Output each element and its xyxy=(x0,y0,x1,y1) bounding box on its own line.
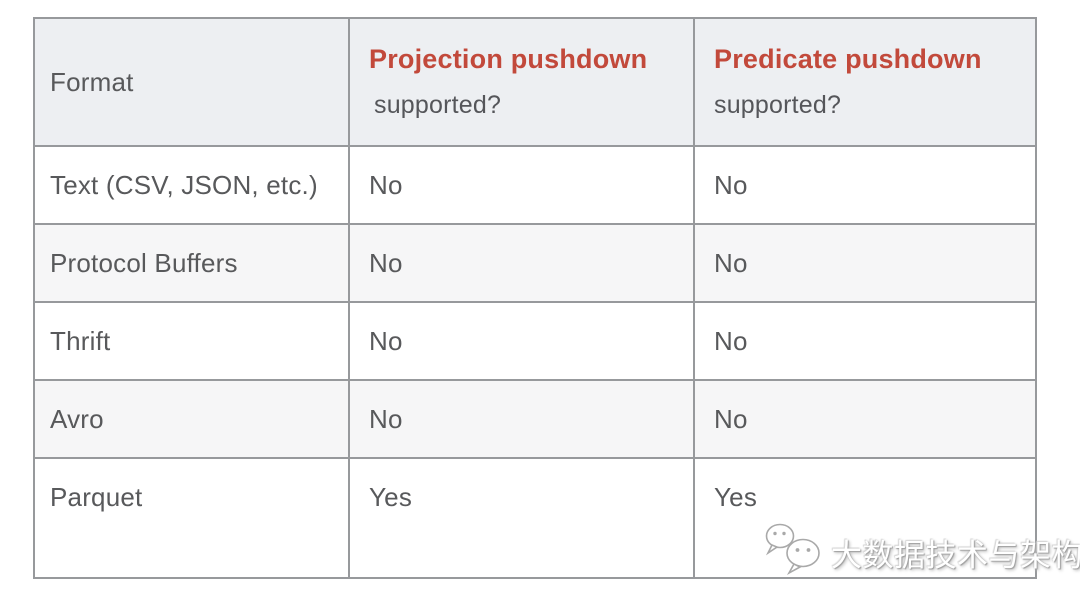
predicate-value-cell: No xyxy=(693,223,1037,303)
table-header-row: Format Projection pushdown supported? Pr… xyxy=(33,17,1037,147)
format-pushdown-table: Format Projection pushdown supported? Pr… xyxy=(33,17,1037,579)
format-cell: Avro xyxy=(33,379,350,459)
predicate-value-cell: Yes xyxy=(693,457,1037,579)
format-cell: Parquet xyxy=(33,457,350,579)
projection-pushdown-subtitle: supported? xyxy=(374,91,502,120)
projection-pushdown-title: Projection pushdown xyxy=(369,44,648,75)
table-row-parquet: Parquet Yes Yes xyxy=(33,457,1037,579)
table-row: Avro No No xyxy=(33,379,1037,459)
projection-value-cell: Yes xyxy=(348,457,695,579)
format-cell: Protocol Buffers xyxy=(33,223,350,303)
predicate-value-cell: No xyxy=(693,379,1037,459)
table-row: Thrift No No xyxy=(33,301,1037,381)
table-row: Text (CSV, JSON, etc.) No No xyxy=(33,145,1037,225)
column-header-format: Format xyxy=(33,17,350,147)
table-row: Protocol Buffers No No xyxy=(33,223,1037,303)
projection-value-cell: No xyxy=(348,223,695,303)
predicate-pushdown-title: Predicate pushdown xyxy=(714,44,982,75)
column-header-predicate-pushdown: Predicate pushdown supported? xyxy=(693,17,1037,147)
projection-value-cell: No xyxy=(348,379,695,459)
format-header-label: Format xyxy=(50,66,134,97)
predicate-pushdown-subtitle: supported? xyxy=(714,91,842,120)
format-cell: Text (CSV, JSON, etc.) xyxy=(33,145,350,225)
predicate-value-cell: No xyxy=(693,301,1037,381)
projection-value-cell: No xyxy=(348,145,695,225)
predicate-value-cell: No xyxy=(693,145,1037,225)
column-header-projection-pushdown: Projection pushdown supported? xyxy=(348,17,695,147)
projection-value-cell: No xyxy=(348,301,695,381)
format-cell: Thrift xyxy=(33,301,350,381)
